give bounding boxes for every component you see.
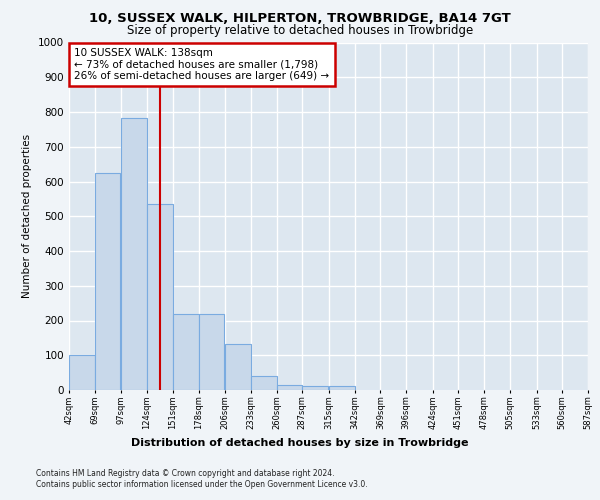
Text: Contains public sector information licensed under the Open Government Licence v3: Contains public sector information licen… bbox=[36, 480, 368, 489]
Text: 10 SUSSEX WALK: 138sqm
← 73% of detached houses are smaller (1,798)
26% of semi-: 10 SUSSEX WALK: 138sqm ← 73% of detached… bbox=[74, 48, 329, 81]
Bar bbox=[329, 386, 355, 390]
Bar bbox=[147, 204, 173, 390]
Text: Contains HM Land Registry data © Crown copyright and database right 2024.: Contains HM Land Registry data © Crown c… bbox=[36, 469, 335, 478]
Text: 10, SUSSEX WALK, HILPERTON, TROWBRIDGE, BA14 7GT: 10, SUSSEX WALK, HILPERTON, TROWBRIDGE, … bbox=[89, 12, 511, 26]
Bar bbox=[69, 355, 95, 390]
Text: Distribution of detached houses by size in Trowbridge: Distribution of detached houses by size … bbox=[131, 438, 469, 448]
Bar bbox=[95, 173, 121, 390]
Bar bbox=[225, 344, 251, 390]
Bar bbox=[251, 376, 277, 390]
Bar bbox=[173, 314, 199, 390]
Bar bbox=[121, 118, 147, 390]
Bar bbox=[199, 314, 224, 390]
Bar bbox=[302, 386, 328, 390]
Bar bbox=[277, 385, 302, 390]
Y-axis label: Number of detached properties: Number of detached properties bbox=[22, 134, 32, 298]
Text: Size of property relative to detached houses in Trowbridge: Size of property relative to detached ho… bbox=[127, 24, 473, 37]
